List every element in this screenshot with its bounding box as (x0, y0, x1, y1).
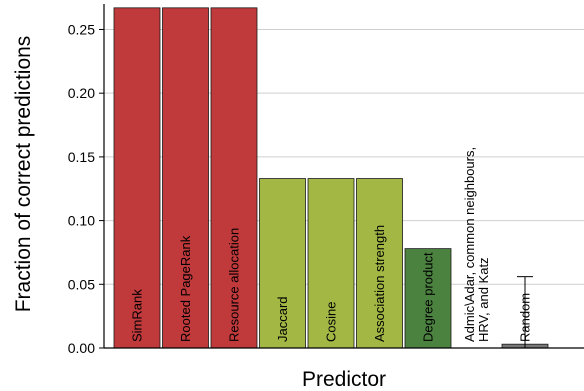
y-tick-label: 0.10 (68, 213, 95, 229)
bar (307, 178, 355, 349)
y-axis-title: Fraction of correct predictions (12, 36, 35, 313)
bar (356, 178, 403, 349)
y-tick-label: 0.15 (68, 149, 95, 165)
bar-labels: SimRank Rooted PageRank Resource allocatio… (130, 147, 533, 342)
bar-label: Jaccard (275, 296, 290, 342)
bar-label: Cosine (324, 302, 339, 342)
bar-label: Degree product (421, 252, 436, 342)
bar-label: Rooted PageRank (178, 235, 193, 342)
bars (113, 7, 549, 349)
y-tick-label: 0.05 (68, 276, 95, 292)
error-bars (517, 276, 533, 348)
bar (210, 7, 258, 349)
axes (99, 4, 584, 349)
bar-label: HRV, and Katz (476, 257, 491, 342)
bar-label: Association strength (372, 225, 387, 342)
bar-label: Random (518, 293, 533, 342)
y-tick-labels: 0.00 0.05 0.10 0.15 0.20 0.25 (68, 21, 95, 356)
y-tick-label: 0.20 (68, 85, 95, 101)
bar-label: Admic\Adar, common neighbours, (462, 147, 477, 342)
y-tick-label: 0.00 (68, 340, 95, 356)
bar-label: Resource allocation (227, 228, 242, 342)
y-tick-label: 0.25 (68, 21, 95, 37)
bar (113, 7, 161, 349)
bar (259, 178, 306, 349)
bar-label: SimRank (130, 289, 145, 342)
bar (404, 248, 452, 349)
x-axis-title: Predictor (302, 368, 386, 391)
